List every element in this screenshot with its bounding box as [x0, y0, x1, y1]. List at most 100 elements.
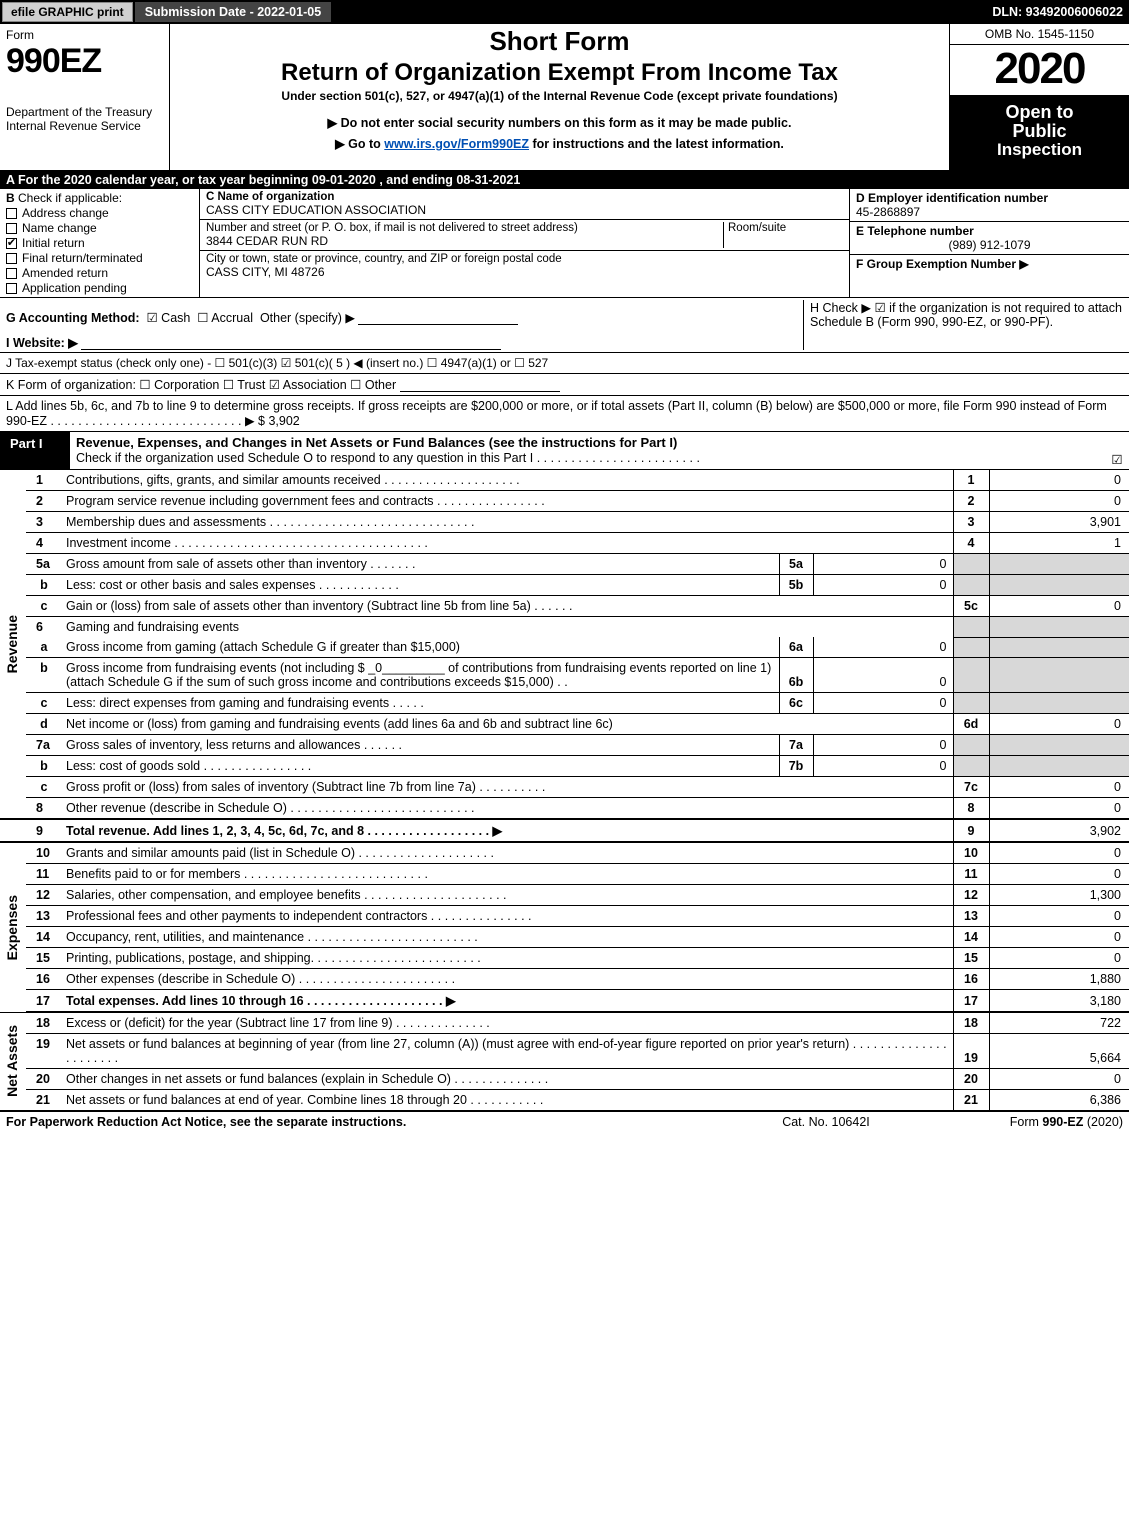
- row-5a-rval-shade: [989, 554, 1129, 575]
- footer-mid: Cat. No. 10642I: [782, 1115, 870, 1129]
- g-other-input[interactable]: [358, 311, 518, 325]
- row-12-desc: Salaries, other compensation, and employ…: [62, 885, 953, 906]
- row-6a: a Gross income from gaming (attach Sched…: [0, 637, 1129, 658]
- row-7c: c Gross profit or (loss) from sales of i…: [0, 777, 1129, 798]
- row-2-val: 0: [989, 491, 1129, 512]
- row-6a-rval-shade: [989, 637, 1129, 658]
- row-4-val: 1: [989, 533, 1129, 554]
- row-6c-innum: 6c: [779, 693, 813, 714]
- row-14-rnum: 14: [953, 927, 989, 948]
- k-other-input[interactable]: [400, 378, 560, 392]
- row-3: 3 Membership dues and assessments . . . …: [0, 512, 1129, 533]
- chk-address-change[interactable]: Address change: [6, 206, 193, 220]
- row-7b-innum: 7b: [779, 756, 813, 777]
- chk-application-pending-label: Application pending: [22, 281, 127, 295]
- row-6c-inval: 0: [813, 693, 953, 714]
- row-21-rnum: 21: [953, 1090, 989, 1111]
- goto-link[interactable]: www.irs.gov/Form990EZ: [384, 137, 529, 151]
- row-6a-num: a: [26, 637, 62, 658]
- line-l: L Add lines 5b, 6c, and 7b to line 9 to …: [0, 396, 1129, 432]
- org-street: 3844 CEDAR RUN RD: [206, 234, 723, 248]
- row-13: 13 Professional fees and other payments …: [0, 906, 1129, 927]
- tax-year: 2020: [950, 45, 1129, 96]
- part-1-checkbox[interactable]: ☑: [1105, 432, 1129, 469]
- chk-initial-return[interactable]: Initial return: [6, 236, 193, 250]
- row-10-desc: Grants and similar amounts paid (list in…: [62, 842, 953, 864]
- row-17-num: 17: [26, 990, 62, 1013]
- row-18-num: 18: [26, 1012, 62, 1034]
- row-5b-inval: 0: [813, 575, 953, 596]
- line-k-text: K Form of organization: ☐ Corporation ☐ …: [6, 378, 396, 392]
- row-6d-rnum: 6d: [953, 714, 989, 735]
- row-4: 4 Investment income . . . . . . . . . . …: [0, 533, 1129, 554]
- row-3-num: 3: [26, 512, 62, 533]
- row-14: 14 Occupancy, rent, utilities, and maint…: [0, 927, 1129, 948]
- row-9: 9 Total revenue. Add lines 1, 2, 3, 4, 5…: [0, 819, 1129, 842]
- row-4-desc: Investment income . . . . . . . . . . . …: [62, 533, 953, 554]
- row-7b-num: b: [26, 756, 62, 777]
- row-13-num: 13: [26, 906, 62, 927]
- phone-label: E Telephone number: [856, 224, 1123, 238]
- row-7a: 7a Gross sales of inventory, less return…: [0, 735, 1129, 756]
- open-line3: Inspection: [954, 140, 1125, 160]
- row-11-val: 0: [989, 864, 1129, 885]
- netassets-rotated: Net Assets: [0, 1012, 26, 1111]
- dln-label: DLN: 93492006006022: [992, 5, 1123, 19]
- row-8-desc: Other revenue (describe in Schedule O) .…: [62, 798, 953, 820]
- row-6d-val: 0: [989, 714, 1129, 735]
- open-to-public: Open to Public Inspection: [950, 96, 1129, 170]
- row-8-num: 8: [26, 798, 62, 820]
- row-7c-desc: Gross profit or (loss) from sales of inv…: [62, 777, 953, 798]
- row-6c-rnum-shade: [953, 693, 989, 714]
- chk-application-pending[interactable]: Application pending: [6, 281, 193, 295]
- row-5c: c Gain or (loss) from sale of assets oth…: [0, 596, 1129, 617]
- chk-amended-return[interactable]: Amended return: [6, 266, 193, 280]
- row-6c-desc: Less: direct expenses from gaming and fu…: [62, 693, 779, 714]
- part-1-table: Revenue 1 Contributions, gifts, grants, …: [0, 470, 1129, 1111]
- row-5b-innum: 5b: [779, 575, 813, 596]
- row-18-desc: Excess or (deficit) for the year (Subtra…: [62, 1012, 953, 1034]
- row-18-rnum: 18: [953, 1012, 989, 1034]
- chk-initial-return-label: Initial return: [22, 236, 85, 250]
- form-title: Return of Organization Exempt From Incom…: [180, 59, 939, 87]
- row-16-desc: Other expenses (describe in Schedule O) …: [62, 969, 953, 990]
- row-6b-rval-shade: [989, 658, 1129, 693]
- header-left: Form 990EZ Department of the Treasury In…: [0, 24, 170, 170]
- org-name: CASS CITY EDUCATION ASSOCIATION: [206, 203, 843, 217]
- row-5c-num: c: [26, 596, 62, 617]
- org-name-label: C Name of organization: [206, 191, 843, 203]
- website-input[interactable]: [81, 336, 501, 350]
- row-6-rnum-shade: [953, 617, 989, 638]
- line-g: G Accounting Method: ☑ Cash ☐ Accrual Ot…: [6, 300, 803, 350]
- chk-final-return[interactable]: Final return/terminated: [6, 251, 193, 265]
- row-20: 20 Other changes in net assets or fund b…: [0, 1069, 1129, 1090]
- row-5b-desc: Less: cost or other basis and sales expe…: [62, 575, 779, 596]
- open-line1: Open to: [954, 102, 1125, 123]
- org-street-label: Number and street (or P. O. box, if mail…: [206, 222, 723, 234]
- row-17-desc: Total expenses. Add lines 10 through 16 …: [62, 990, 953, 1013]
- line-g-label: G Accounting Method:: [6, 311, 140, 325]
- row-5a-num: 5a: [26, 554, 62, 575]
- g-other: Other (specify) ▶: [260, 311, 355, 325]
- row-10: Expenses 10 Grants and similar amounts p…: [0, 842, 1129, 864]
- line-j: J Tax-exempt status (check only one) - ☐…: [0, 352, 1129, 374]
- row-17-val: 3,180: [989, 990, 1129, 1013]
- part-1-bar: Part I Revenue, Expenses, and Changes in…: [0, 432, 1129, 470]
- box-c: C Name of organization CASS CITY EDUCATI…: [200, 189, 849, 297]
- group-exemption-label: F Group Exemption Number ▶: [856, 257, 1029, 271]
- row-6a-desc: Gross income from gaming (attach Schedul…: [62, 637, 779, 658]
- row-1-val: 0: [989, 470, 1129, 491]
- row-21-num: 21: [26, 1090, 62, 1111]
- expenses-rotated: Expenses: [0, 842, 26, 1012]
- row-7c-rnum: 7c: [953, 777, 989, 798]
- row-19-val: 5,664: [989, 1034, 1129, 1069]
- row-14-desc: Occupancy, rent, utilities, and maintena…: [62, 927, 953, 948]
- form-number: 990EZ: [6, 42, 163, 81]
- tax-period-bar: A For the 2020 calendar year, or tax yea…: [0, 171, 1129, 189]
- row-2: 2 Program service revenue including gove…: [0, 491, 1129, 512]
- row-5c-desc: Gain or (loss) from sale of assets other…: [62, 596, 953, 617]
- efile-print-button[interactable]: efile GRAPHIC print: [2, 2, 133, 22]
- row-20-val: 0: [989, 1069, 1129, 1090]
- chk-name-change[interactable]: Name change: [6, 221, 193, 235]
- row-20-rnum: 20: [953, 1069, 989, 1090]
